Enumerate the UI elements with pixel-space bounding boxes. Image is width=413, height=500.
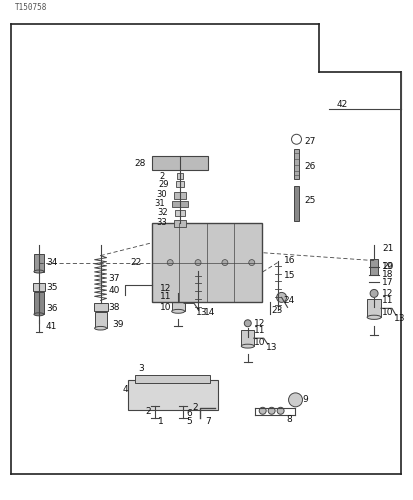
Bar [34, 254, 44, 272]
Text: 32: 32 [157, 208, 168, 218]
Bar [152, 156, 208, 170]
Circle shape [277, 292, 287, 302]
Text: 7: 7 [205, 417, 211, 426]
Text: 30: 30 [156, 190, 167, 200]
Text: 36: 36 [46, 304, 57, 313]
Bar [367, 300, 381, 318]
Bar [175, 210, 185, 216]
Text: 14: 14 [204, 308, 216, 317]
Circle shape [249, 260, 255, 266]
Bar [294, 149, 299, 179]
Text: 21: 21 [382, 244, 394, 253]
Bar [94, 304, 107, 312]
Text: 12: 12 [254, 319, 265, 328]
Text: 20: 20 [382, 262, 394, 271]
Bar [95, 312, 107, 328]
Bar [135, 375, 210, 383]
Circle shape [259, 408, 266, 414]
Bar [172, 296, 185, 312]
Circle shape [277, 408, 284, 414]
Bar [33, 284, 45, 292]
Ellipse shape [367, 315, 381, 320]
Text: 25: 25 [304, 196, 316, 205]
Circle shape [222, 260, 228, 266]
Text: 13: 13 [394, 314, 406, 323]
Text: T150758: T150758 [15, 3, 47, 12]
Bar [370, 258, 378, 274]
Text: 13: 13 [196, 308, 208, 317]
Text: 17: 17 [382, 278, 394, 287]
Text: 27: 27 [304, 136, 316, 145]
Bar [174, 192, 186, 199]
Bar [128, 380, 218, 410]
Text: 19: 19 [382, 262, 394, 271]
Text: 39: 39 [112, 320, 124, 329]
Bar [172, 201, 188, 207]
Text: 42: 42 [336, 100, 348, 109]
Circle shape [244, 320, 251, 326]
Ellipse shape [34, 313, 44, 316]
Ellipse shape [95, 326, 107, 330]
Text: 16: 16 [284, 256, 295, 265]
Text: 31: 31 [154, 200, 165, 208]
Text: 15: 15 [284, 271, 295, 280]
Text: 5: 5 [186, 417, 192, 426]
Bar [34, 292, 44, 314]
Bar [177, 173, 183, 179]
Text: 9: 9 [302, 396, 308, 404]
Text: 4: 4 [122, 386, 128, 394]
Text: 40: 40 [109, 286, 120, 295]
Text: 41: 41 [46, 322, 57, 330]
Text: 2: 2 [145, 408, 151, 416]
Text: 22: 22 [131, 258, 142, 267]
Circle shape [195, 260, 201, 266]
Text: 35: 35 [46, 283, 57, 292]
Text: 24: 24 [284, 296, 295, 305]
Text: 6: 6 [186, 410, 192, 418]
Text: 11: 11 [160, 292, 172, 301]
Text: 8: 8 [287, 415, 292, 424]
Text: 2: 2 [159, 172, 164, 180]
Text: 10: 10 [382, 308, 394, 317]
Text: 2: 2 [192, 404, 198, 412]
Text: 34: 34 [46, 258, 57, 267]
Circle shape [268, 408, 275, 414]
Ellipse shape [34, 270, 44, 273]
Text: 11: 11 [254, 326, 265, 334]
Text: 1: 1 [158, 417, 164, 426]
Text: 13: 13 [266, 342, 277, 351]
Text: 29: 29 [158, 180, 169, 188]
Text: 23: 23 [272, 306, 283, 315]
Text: 28: 28 [134, 158, 146, 168]
Text: 10: 10 [254, 338, 265, 346]
Text: 37: 37 [109, 274, 120, 283]
Text: 3: 3 [138, 364, 144, 372]
Circle shape [289, 393, 302, 407]
Bar [176, 181, 184, 187]
Text: 10: 10 [160, 303, 172, 312]
Text: 12: 12 [382, 289, 394, 298]
Bar [241, 330, 254, 346]
Circle shape [370, 290, 378, 298]
Text: 33: 33 [156, 218, 167, 228]
Bar [152, 223, 262, 302]
Circle shape [167, 260, 173, 266]
Text: 18: 18 [382, 270, 394, 279]
Bar [174, 220, 186, 227]
Ellipse shape [172, 310, 185, 314]
Text: 12: 12 [160, 284, 172, 293]
Bar [294, 186, 299, 221]
Text: 11: 11 [382, 296, 394, 305]
Ellipse shape [241, 344, 254, 348]
Text: 38: 38 [109, 303, 120, 312]
Circle shape [175, 285, 182, 292]
Text: 26: 26 [304, 162, 316, 170]
